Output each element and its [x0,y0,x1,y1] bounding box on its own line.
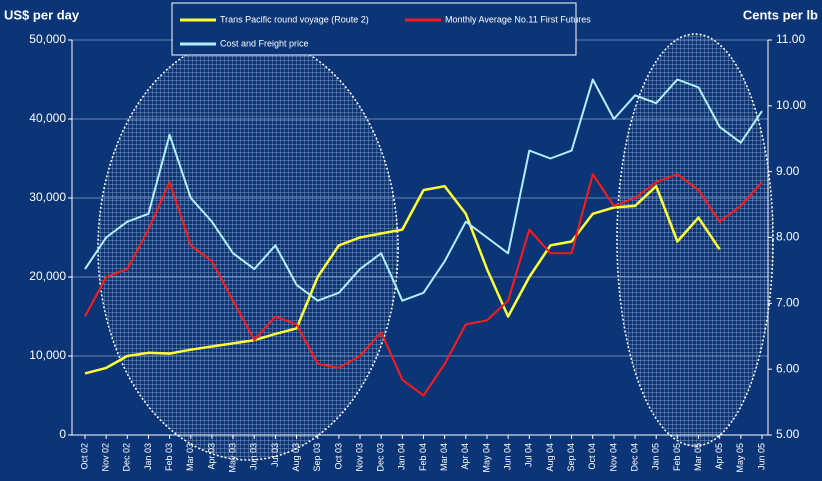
y2-tick-label: 7.00 [776,296,800,310]
y-tick-label: 10,000 [29,348,66,362]
x-tick-label: Jun 05 [756,443,766,470]
legend-label: Trans Pacific round voyage (Route 2) [220,14,369,24]
x-tick-label: May 05 [735,443,745,473]
legend [171,2,577,56]
legend-label: Cost and Freight price [220,38,309,48]
x-tick-label: Jun 03 [249,443,259,470]
x-tick-label: Jan 03 [143,443,153,470]
series-line [84,184,721,375]
legend-label: Monthly Average No.11 First Futures [445,14,591,24]
y2-tick-label: 6.00 [776,361,800,375]
y2-tick-label: 5.00 [776,427,800,441]
lines [84,78,763,397]
x-tick-label: Dec 02 [122,443,132,472]
x-tick-label: Jan 05 [651,443,661,470]
y2-tick-label: 8.00 [776,230,800,244]
x-tick-label: Apr 04 [460,443,470,470]
series-line [84,78,763,302]
x-tick-label: Feb 04 [418,443,428,471]
y-tick-label: 20,000 [29,269,66,283]
y-axis-label: US$ per day [4,7,80,22]
x-tick-label: Sep 03 [312,443,322,472]
x-tick-label: Oct 02 [79,443,89,470]
x-tick-label: Oct 04 [587,443,597,470]
y-tick-label: 40,000 [29,111,66,125]
y2-tick-label: 11.00 [776,32,805,46]
x-tick-label: Apr 03 [206,443,216,470]
x-tick-label: Jul 03 [270,443,280,467]
y-tick-label: 0 [59,427,66,441]
x-tick-label: Jan 04 [397,443,407,470]
x-tick-label: Mar 04 [439,443,449,471]
y2-tick-label: 10.00 [776,98,806,112]
highlight-ellipse [97,35,399,461]
x-tick-label: Nov 02 [101,443,111,472]
x-tick-label: Jul 04 [524,443,534,467]
y-tick-label: 30,000 [29,190,66,204]
x-tick-label: Oct 03 [333,443,343,470]
x-tick-label: Sep 04 [566,443,576,472]
x-tick-label: Mar 03 [185,443,195,471]
y-tick-label: 50,000 [29,32,66,46]
legend-entries: Trans Pacific round voyage (Route 2) Mont… [180,14,591,48]
x-tick-label: May 03 [227,443,237,473]
series-line [84,173,763,397]
x-tick-label: Jun 04 [503,443,513,470]
x-tick-label: May 04 [481,443,491,473]
x-tick-label: Dec 03 [376,443,386,472]
x-tick-label: Nov 03 [354,443,364,472]
x-tick-label: Feb 03 [164,443,174,471]
x-tick-label: Dec 04 [629,443,639,472]
x-tick-label: Apr 05 [714,443,724,470]
x-tick-label: Feb 05 [672,443,682,471]
x-tick-label: Aug 04 [545,443,555,472]
y2-axis-label: Cents per lb [743,7,818,22]
x-tick-label: Mar 05 [693,443,703,471]
x-tick-label: Aug 03 [291,443,301,472]
x-tick-label: Nov 04 [608,443,618,472]
y2-tick-label: 9.00 [776,164,800,178]
highlight-ellipse [616,33,774,447]
